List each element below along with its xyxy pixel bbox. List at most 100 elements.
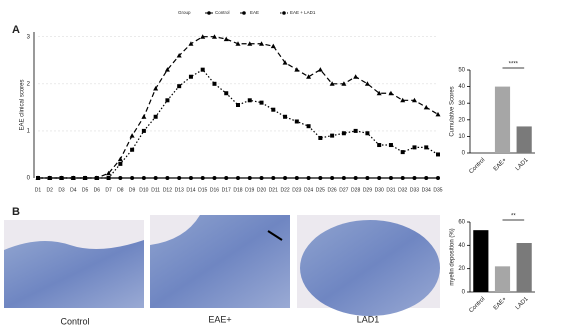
marker — [153, 176, 158, 180]
marker — [165, 176, 170, 180]
marker — [212, 81, 217, 86]
marker — [271, 107, 276, 112]
histology-image — [150, 215, 200, 245]
x-tick-label: D34 — [422, 187, 431, 193]
x-tick-label: D14 — [186, 187, 195, 193]
marker — [141, 114, 147, 119]
marker — [424, 145, 429, 150]
marker — [177, 176, 182, 180]
marker — [294, 119, 299, 124]
x-tick-label: D19 — [245, 187, 254, 193]
marker — [47, 176, 52, 180]
y-tick-label: 30 — [458, 101, 465, 107]
legend-swatch — [207, 11, 211, 15]
marker — [236, 103, 240, 107]
x-tick-label: D27 — [339, 187, 348, 193]
y-tick-label: 0 — [27, 176, 31, 182]
x-tick-label: D10 — [139, 187, 148, 193]
x-tick-label: D4 — [70, 187, 77, 193]
marker — [211, 34, 217, 39]
marker — [118, 176, 123, 180]
marker — [59, 176, 64, 180]
x-tick-label: EAE+ — [493, 157, 509, 173]
marker — [200, 176, 205, 180]
marker — [188, 74, 193, 79]
x-tick-label: D11 — [151, 187, 160, 193]
x-tick-label: D32 — [398, 187, 407, 193]
marker — [400, 97, 406, 103]
marker — [83, 176, 88, 180]
annotation: **** — [509, 62, 519, 68]
marker — [376, 90, 382, 96]
y-axis-label: Cumulative Scores — [450, 86, 456, 136]
x-tick-label: D28 — [351, 187, 360, 193]
marker — [377, 143, 382, 148]
marker — [118, 161, 123, 166]
marker — [259, 176, 264, 180]
marker — [330, 133, 335, 138]
x-tick-label: D16 — [210, 187, 219, 193]
x-tick-label: LAD1 — [515, 157, 530, 172]
x-tick-label: D13 — [175, 187, 184, 193]
marker — [306, 74, 312, 79]
x-tick-label: D35 — [433, 187, 442, 193]
marker — [224, 176, 229, 180]
marker — [377, 176, 382, 180]
marker — [224, 91, 229, 96]
x-tick-label: D23 — [292, 187, 301, 193]
x-tick-label: D24 — [304, 187, 313, 193]
marker — [306, 124, 311, 129]
marker — [330, 176, 335, 180]
marker — [176, 53, 182, 58]
marker — [318, 176, 323, 180]
marker — [247, 98, 252, 103]
marker — [271, 176, 276, 180]
y-tick-label: 20 — [458, 117, 465, 123]
series-line — [38, 68, 439, 179]
marker — [200, 67, 205, 72]
marker — [423, 104, 429, 110]
marker — [341, 81, 347, 86]
marker — [141, 128, 146, 133]
legend-title: Group — [178, 10, 191, 15]
marker — [129, 133, 135, 138]
x-tick-label: D9 — [129, 187, 136, 193]
histology-image — [4, 240, 144, 308]
series-line — [38, 36, 439, 179]
marker — [247, 176, 252, 180]
marker — [412, 145, 417, 150]
marker — [435, 111, 441, 117]
x-tick-label: D22 — [280, 187, 289, 193]
x-tick-label: D7 — [105, 187, 112, 193]
image-caption: LAD1 — [357, 314, 380, 324]
marker — [388, 176, 393, 180]
x-tick-label: D5 — [82, 187, 89, 193]
y-tick-label: 2 — [27, 81, 31, 87]
bar — [516, 243, 532, 292]
marker — [365, 176, 370, 180]
marker — [341, 176, 346, 180]
y-tick-label: 60 — [458, 220, 465, 226]
marker — [341, 131, 346, 136]
marker — [130, 147, 135, 152]
y-tick-label: 0 — [462, 290, 466, 296]
image-caption: Control — [60, 316, 89, 326]
marker — [177, 84, 182, 89]
x-tick-label: D1 — [35, 187, 42, 193]
marker — [388, 143, 393, 148]
annotation: ** — [511, 214, 516, 220]
x-tick-label: D26 — [328, 187, 337, 193]
marker — [283, 176, 288, 180]
panel-label: B — [12, 206, 20, 218]
marker — [282, 60, 288, 65]
x-tick-label: D33 — [410, 187, 419, 193]
marker — [329, 81, 335, 86]
marker — [318, 135, 323, 140]
marker — [188, 41, 194, 46]
bar — [473, 230, 489, 292]
x-tick-label: Control — [468, 296, 486, 314]
panel-label: A — [12, 24, 20, 36]
marker — [94, 176, 99, 180]
x-tick-label: D25 — [316, 187, 325, 193]
